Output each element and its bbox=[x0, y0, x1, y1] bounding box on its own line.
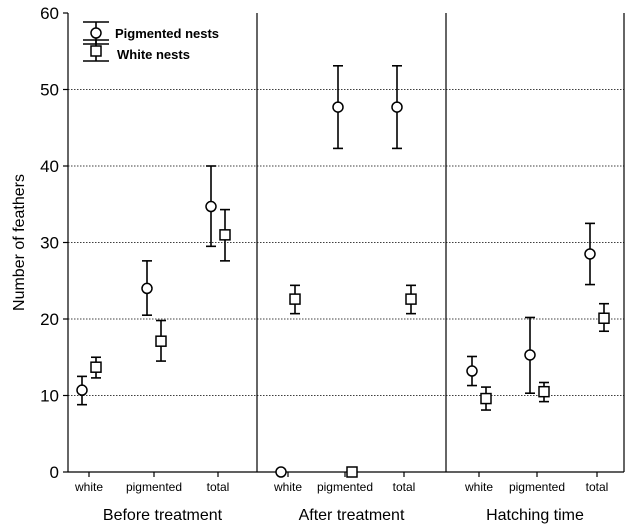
grid-lines bbox=[68, 89, 624, 396]
pigmented-nests-point bbox=[205, 200, 217, 213]
x-tick-label: white bbox=[464, 480, 493, 494]
x-tick-label: total bbox=[586, 480, 609, 494]
legend-label-pigmented: Pigmented nests bbox=[115, 26, 219, 41]
pigmented-nests-point bbox=[332, 101, 344, 113]
white-nests-point bbox=[538, 385, 550, 398]
white-nests-point bbox=[155, 335, 167, 347]
white-nests-point bbox=[480, 392, 492, 405]
white-nests-point bbox=[598, 312, 610, 324]
y-tick-label: 40 bbox=[40, 157, 59, 176]
x-tick-label: white bbox=[74, 480, 103, 494]
pigmented-nests-point bbox=[524, 349, 536, 361]
y-tick-label: 20 bbox=[40, 310, 59, 329]
panel-title: Before treatment bbox=[103, 507, 223, 524]
pigmented-nests-point bbox=[584, 248, 596, 260]
pigmented-nests-point bbox=[141, 282, 153, 295]
y-tick-label: 0 bbox=[50, 463, 59, 482]
pigmented-nests-point bbox=[275, 466, 287, 478]
axes bbox=[63, 12, 625, 477]
y-tick-label: 50 bbox=[40, 81, 59, 100]
x-tick-label: total bbox=[393, 480, 416, 494]
legend: Pigmented nests White nests bbox=[83, 21, 219, 62]
white-nests-point bbox=[346, 466, 358, 478]
data-marks bbox=[76, 64, 610, 478]
pigmented-nests-point bbox=[391, 101, 403, 113]
x-tick-label: pigmented bbox=[126, 480, 182, 494]
x-tick-label: white bbox=[273, 480, 302, 494]
white-nests-point bbox=[289, 293, 301, 305]
pigmented-nests-point bbox=[76, 384, 88, 396]
y-tick-label: 30 bbox=[40, 234, 59, 253]
panel-title: After treatment bbox=[299, 507, 405, 524]
legend-square-marker bbox=[90, 45, 102, 57]
legend-label-white: White nests bbox=[117, 47, 190, 62]
y-tick-label: 60 bbox=[40, 4, 59, 23]
white-nests-point bbox=[219, 229, 231, 241]
x-tick-label: total bbox=[207, 480, 230, 494]
chart-text: 0 10 20 30 40 50 60 Number of feathers white pigm… bbox=[11, 4, 608, 524]
legend-circle-marker bbox=[90, 27, 102, 39]
y-axis-label: Number of feathers bbox=[11, 174, 28, 311]
x-tick-label: pigmented bbox=[317, 480, 373, 494]
x-tick-label: pigmented bbox=[509, 480, 565, 494]
white-nests-point bbox=[90, 361, 102, 373]
white-nests-point bbox=[405, 293, 417, 305]
panel-title: Hatching time bbox=[486, 507, 584, 524]
y-tick-label: 10 bbox=[40, 387, 59, 406]
pigmented-nests-point bbox=[466, 365, 478, 377]
